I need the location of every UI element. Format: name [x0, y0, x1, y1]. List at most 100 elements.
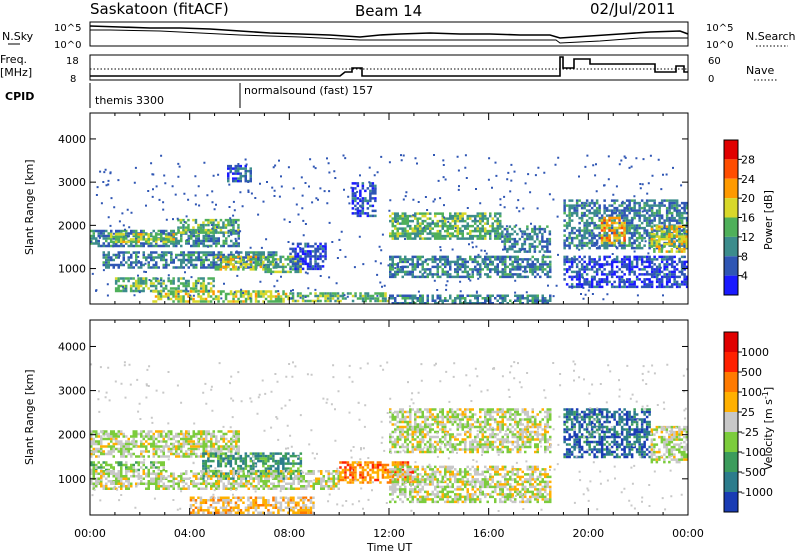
velocity-region-4-peak — [189, 496, 313, 514]
date-label: 02/Jul/2011 — [590, 0, 676, 18]
power-region-13-edge — [389, 255, 552, 279]
velocity-heatmap-cells — [90, 360, 689, 514]
power-colorbar-label: Power [dB] — [762, 190, 775, 250]
power-y-axis: 1000 2000 3000 4000 — [58, 133, 688, 276]
velocity-colorbar-swatch-2 — [724, 372, 738, 392]
velocity-colorbar-tick-3: 25 — [741, 406, 755, 419]
beam-label: Beam 14 — [355, 2, 423, 20]
time-axis: 00:00 04:00 08:00 12:00 16:00 20:00 00:00 — [74, 527, 704, 540]
power-ytick-2: 3000 — [58, 176, 86, 189]
time-tick-4: 16:00 — [473, 527, 505, 540]
power-region-9-core — [389, 294, 552, 305]
power-colorbar-swatch-3 — [724, 198, 738, 218]
velocity-x-ticks — [89, 320, 689, 515]
power-region-1 — [109, 233, 178, 244]
power-region-18 — [650, 225, 689, 253]
power-region-13-peak — [389, 255, 552, 279]
power-region-7-core — [152, 290, 290, 303]
power-region-19-edge — [565, 255, 689, 289]
power-region-4 — [214, 255, 265, 271]
velocity-region-9-peak — [650, 425, 689, 461]
power-colorbar-swatch-5 — [724, 236, 738, 257]
freq-unit: [MHz] — [0, 66, 32, 79]
power-region-10-core — [289, 242, 327, 271]
velocity-region-1 — [90, 461, 165, 472]
power-region-11 — [389, 212, 502, 240]
power-region-6 — [114, 277, 215, 293]
power-region-17 — [600, 216, 626, 245]
power-colorbar-swatch-2 — [724, 178, 738, 199]
velocity-region-7-edge — [389, 465, 552, 504]
time-tick-1: 04:00 — [174, 527, 206, 540]
velocity-region-3 — [90, 470, 340, 490]
velocity-region-1-edge — [90, 461, 158, 472]
power-region-15-peak — [227, 167, 252, 183]
velocity-colorbar-tick-2: 100 — [741, 386, 762, 399]
power-region-19 — [563, 255, 689, 289]
velocity-ytick-3: 4000 — [58, 340, 86, 353]
cpid-label: CPID — [5, 90, 34, 103]
velocity-region-1-peak — [90, 461, 165, 472]
power-colorbar-swatch-4 — [724, 217, 738, 237]
freq-strip: Freq. [MHz] 18 8 60 0 Nave — [0, 53, 778, 85]
power-region-13 — [389, 255, 552, 279]
velocity-colorbar-swatch-4 — [724, 412, 738, 432]
velocity-ytick-1: 2000 — [58, 429, 86, 442]
velocity-region-7 — [389, 465, 552, 504]
velocity-region-8-peak — [563, 408, 651, 459]
power-region-9-peak — [399, 294, 542, 305]
velocity-colorbar-tick-5: -100 — [741, 446, 766, 459]
velocity-region-6-peak — [389, 408, 552, 454]
power-region-16-peak — [563, 199, 689, 247]
power-region-5-peak — [271, 255, 302, 274]
time-tick-0: 00:00 — [74, 527, 106, 540]
velocity-colorbar-tick-1: 500 — [741, 366, 762, 379]
power-panel: 1000 2000 3000 4000 Slant Range [km] 4 8 12 16… — [23, 112, 775, 305]
velocity-colorbar-swatch-8 — [724, 492, 738, 512]
velocity-region-0-edge — [90, 430, 240, 458]
power-colorbar-tick-6: 28 — [741, 153, 755, 166]
power-region-4-peak — [219, 255, 263, 271]
velocity-region-7-core — [389, 465, 552, 504]
power-colorbar-swatch-0 — [724, 140, 738, 160]
nsky-strip: N.Sky 10^5 10^0 10^5 10^0 N.Search — [2, 21, 796, 51]
power-heatmap-cells — [90, 154, 689, 305]
velocity-colorbar-swatch-6 — [724, 452, 738, 472]
velocity-colorbar-tick-0: 1000 — [741, 346, 769, 359]
velocity-colorbar-frame — [723, 331, 739, 513]
power-region-10-peak — [291, 242, 325, 268]
velocity-colorbar-swatch-7 — [724, 472, 738, 492]
power-region-17-core — [600, 216, 626, 245]
nsearch-label: N.Search — [746, 30, 796, 43]
power-ytick-1: 2000 — [58, 219, 86, 232]
power-region-9 — [389, 294, 552, 305]
plot-title: Saskatoon (fitACF) — [90, 0, 229, 18]
velocity-colorbar-swatch-5 — [724, 432, 738, 452]
power-region-12-core — [501, 225, 552, 253]
power-region-18-core — [650, 225, 689, 253]
power-region-2-edge — [177, 218, 240, 234]
power-region-10-edge — [294, 242, 327, 271]
velocity-colorbar-swatch-0 — [724, 332, 738, 352]
nsky-label: N.Sky — [2, 30, 34, 43]
power-region-4-edge — [214, 255, 263, 271]
freq-tick-top: 18 — [66, 56, 79, 67]
velocity-region-7-peak — [389, 465, 552, 504]
cpid-strip: CPID themis 3300 normalsound (fast) 157 — [5, 83, 373, 108]
time-tick-3: 12:00 — [373, 527, 405, 540]
velocity-region-0 — [90, 430, 240, 458]
nsearch-tick-bottom: 10^0 — [706, 40, 733, 51]
velocity-y-axis: 1000 2000 3000 4000 — [58, 340, 688, 486]
power-ylabel: Slant Range [km] — [23, 159, 36, 255]
velocity-region-4-core — [189, 496, 315, 514]
power-colorbar-swatch-6 — [724, 256, 738, 276]
power-region-10 — [289, 242, 327, 271]
velocity-region-9 — [650, 425, 689, 464]
velocity-region-5-peak — [339, 461, 415, 482]
nave-label: Nave — [746, 64, 774, 77]
velocity-region-8 — [563, 408, 651, 459]
power-region-2 — [177, 218, 240, 234]
velocity-colorbar-label: Velocity [m s-1] — [761, 387, 775, 470]
power-region-7 — [152, 290, 290, 303]
